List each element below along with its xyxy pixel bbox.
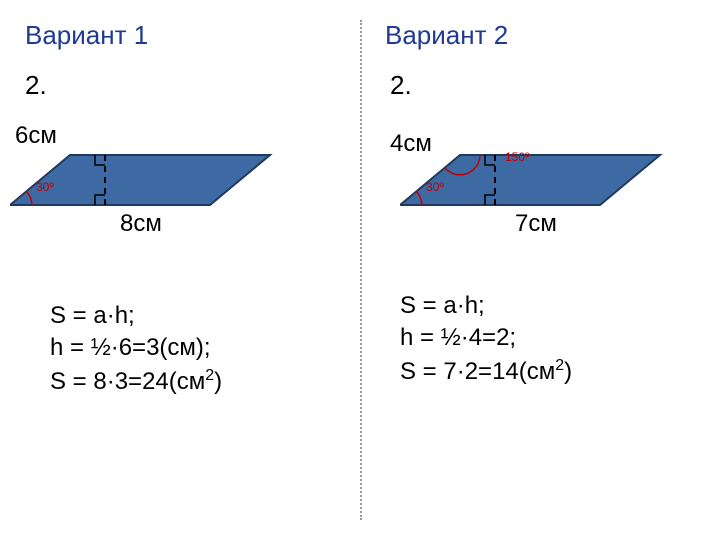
sol2-l3b: ) [564, 358, 572, 385]
variant-1-qnum: 2. [25, 70, 47, 101]
variant-1-title: Вариант 1 [25, 20, 148, 51]
solution-1: S = a·h; h = ½·6=3(см); S = 8·3=24(см2) [50, 300, 222, 398]
side-label-1: 6см [15, 122, 57, 150]
base-label-1: 8см [120, 210, 162, 238]
angle-label-1: 30º [36, 180, 54, 194]
variant-2-panel: Вариант 2 2. 4см 7см 30º 150º S = a·h; h… [360, 0, 720, 540]
variant-2-title: Вариант 2 [385, 20, 508, 51]
solution-1-line2: h = ½·6=3(см); [50, 332, 222, 364]
solution-1-line1: S = a·h; [50, 300, 222, 332]
solution-2-line2: h = ½·4=2; [400, 322, 572, 354]
solution-2-line3: S = 7·2=14(см2) [400, 355, 572, 388]
variant-2-qnum: 2. [390, 70, 412, 101]
side-label-2: 4см [390, 130, 432, 158]
solution-2: S = a·h; h = ½·4=2; S = 7·2=14(см2) [400, 290, 572, 388]
angle-label-2-bottom: 30º [426, 180, 444, 194]
variant-1-panel: Вариант 1 2. 6см 8см 30º S = a·h; h = ½·… [0, 0, 360, 540]
sol2-sup: 2 [555, 357, 564, 374]
solution-1-line3: S = 8·3=24(см2) [50, 365, 222, 398]
base-label-2: 7см [515, 210, 557, 238]
sol2-l3a: S = 7·2=14(см [400, 358, 555, 385]
angle-label-2-top: 150º [505, 150, 529, 164]
sol1-sup: 2 [205, 367, 214, 384]
solution-2-line1: S = a·h; [400, 290, 572, 322]
sol1-l3b: ) [214, 368, 222, 395]
sol1-l3a: S = 8·3=24(см [50, 368, 205, 395]
